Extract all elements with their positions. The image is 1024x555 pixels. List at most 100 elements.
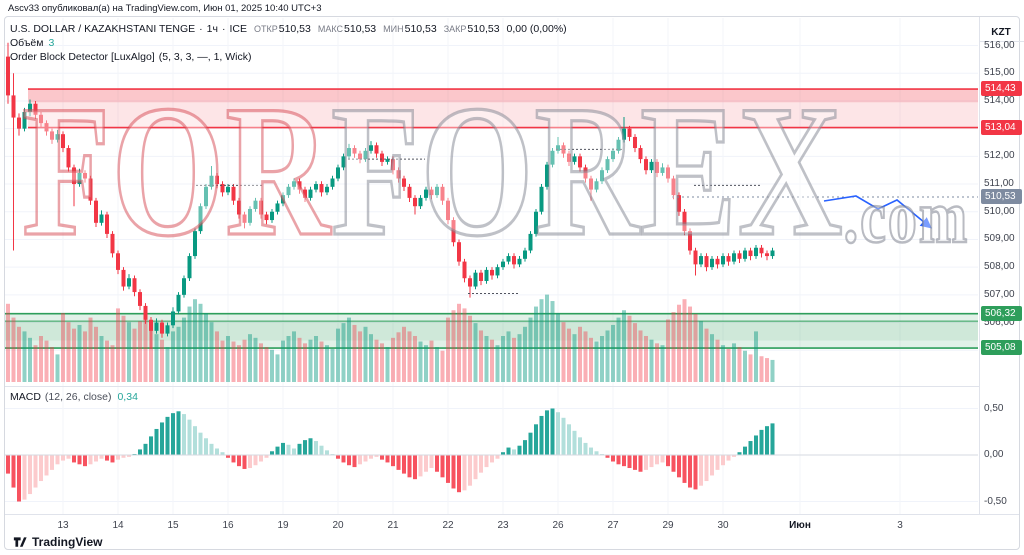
macd-histogram-bar [699, 455, 703, 486]
candle-body [451, 220, 456, 243]
macd-histogram-bar [611, 455, 615, 462]
volume-bar [424, 345, 428, 382]
candle-body [655, 161, 659, 173]
volume-bar [6, 303, 10, 382]
macd-histogram-bar [677, 455, 681, 478]
macd-histogram-bar [308, 438, 313, 455]
macd-histogram-bar [204, 438, 208, 455]
candle-body [66, 148, 71, 168]
volume-bar [11, 317, 16, 382]
macd-histogram-bar [154, 428, 159, 455]
macd-histogram-bar [759, 429, 764, 455]
candle-body [17, 117, 21, 129]
date-tick-label: 13 [57, 520, 69, 531]
macd-histogram-bar [484, 455, 489, 468]
macd-indicator-row[interactable]: MACD (12, 26, close) 0,34 [10, 391, 138, 403]
macd-histogram-bar [39, 455, 43, 482]
macd-histogram-bar [512, 449, 516, 455]
macd-histogram-bar [171, 413, 175, 455]
volume-bar [429, 340, 434, 382]
price-tick-label: 510,00 [984, 205, 1015, 217]
macd-histogram-bar [105, 455, 109, 461]
volume-bar [396, 332, 401, 382]
candle-body [413, 197, 417, 207]
candle-body [363, 150, 368, 160]
macd-histogram-bar [341, 455, 346, 463]
volume-label: Объём [10, 37, 44, 49]
candle-body [347, 148, 351, 157]
candle-body [699, 256, 703, 265]
symbol-row[interactable]: U.S. DOLLAR / KAZAKHSTANI TENGE · 1ч · I… [10, 23, 567, 37]
time-axis[interactable]: 13 14 15 16 19 20 21 22 23 26 27 29 30 Июн 3 [0, 520, 1024, 536]
candle-body [484, 269, 489, 281]
macd-histogram-bar [226, 455, 230, 458]
volume-value: 3 [48, 37, 55, 49]
candle-body [358, 153, 362, 160]
macd-histogram-bar [193, 426, 197, 455]
macd-histogram-bar [440, 455, 445, 478]
candle-body [325, 186, 329, 193]
candle-body [231, 186, 236, 201]
price-tick-label: 509,00 [984, 233, 1015, 245]
indicator-row[interactable]: Order Block Detector [LuxAlgo] (5, 3, 3,… [10, 51, 567, 65]
candle-body [572, 156, 577, 162]
price-tick-label: 512,00 [984, 150, 1015, 162]
candle-body [374, 145, 379, 154]
macd-histogram-bar [314, 441, 318, 455]
volume-bar [281, 340, 285, 382]
projection-arrow[interactable] [823, 195, 932, 229]
publish-info: Ascv33 опубликовал(а) на TradingView.com… [8, 3, 322, 14]
macd-histogram-bar [325, 450, 329, 455]
macd-histogram-bar [424, 455, 428, 472]
volume-bar [149, 326, 153, 382]
date-tick-label: 20 [332, 520, 344, 531]
price-tick-label: 516,00 [984, 39, 1015, 51]
candle-body [253, 200, 258, 209]
candle-body [759, 247, 764, 254]
candle-body [193, 231, 197, 257]
macd-histogram-bar [413, 455, 417, 480]
volume-bar [517, 334, 522, 382]
volume-bar [88, 317, 93, 382]
macd-histogram-bar [479, 455, 483, 473]
volume-bar [600, 336, 604, 382]
pane-separator[interactable] [5, 386, 979, 387]
macd-title: MACD [10, 391, 41, 403]
volume-bar [737, 347, 742, 382]
volume-bar [94, 326, 98, 382]
date-tick-label: 26 [552, 520, 564, 531]
volume-row[interactable]: Объём 3 [10, 37, 567, 51]
volume-bar [330, 348, 335, 382]
price-tag: 513,04 [981, 119, 1022, 135]
macd-histogram-bar [567, 424, 571, 455]
open-value: 510,53 [278, 23, 311, 35]
macd-histogram-bar [589, 447, 593, 455]
volume-bar [572, 334, 577, 382]
candle-body [688, 231, 692, 251]
macd-histogram-bar [462, 455, 467, 491]
tradingview-attribution[interactable]: TradingView [12, 534, 102, 549]
interval-label[interactable]: 1ч [206, 23, 218, 35]
price-tag: 514,43 [981, 81, 1022, 97]
price-axis[interactable]: 516,00 515,00 514,00 512,00 511,00 510,00 509,… [981, 0, 1023, 514]
volume-bar [314, 336, 318, 382]
volume-bar [688, 306, 692, 382]
currency-separator [980, 41, 1024, 42]
macd-histogram-bar [556, 412, 560, 455]
macd-histogram-bar [528, 432, 533, 455]
volume-bar [50, 347, 54, 382]
candle-body [495, 267, 500, 276]
candle-body [50, 131, 54, 140]
candle-body [468, 278, 472, 287]
supply-zone [28, 102, 978, 128]
candle-body [594, 181, 599, 190]
macd-histogram-bar [303, 440, 307, 455]
date-tick-label: 14 [112, 520, 124, 531]
candle-body [116, 253, 120, 270]
volume-bar [110, 345, 115, 382]
macd-histogram-bar [165, 416, 170, 455]
candle-body [446, 200, 450, 221]
candle-body [215, 175, 219, 185]
candle-body [457, 242, 461, 262]
